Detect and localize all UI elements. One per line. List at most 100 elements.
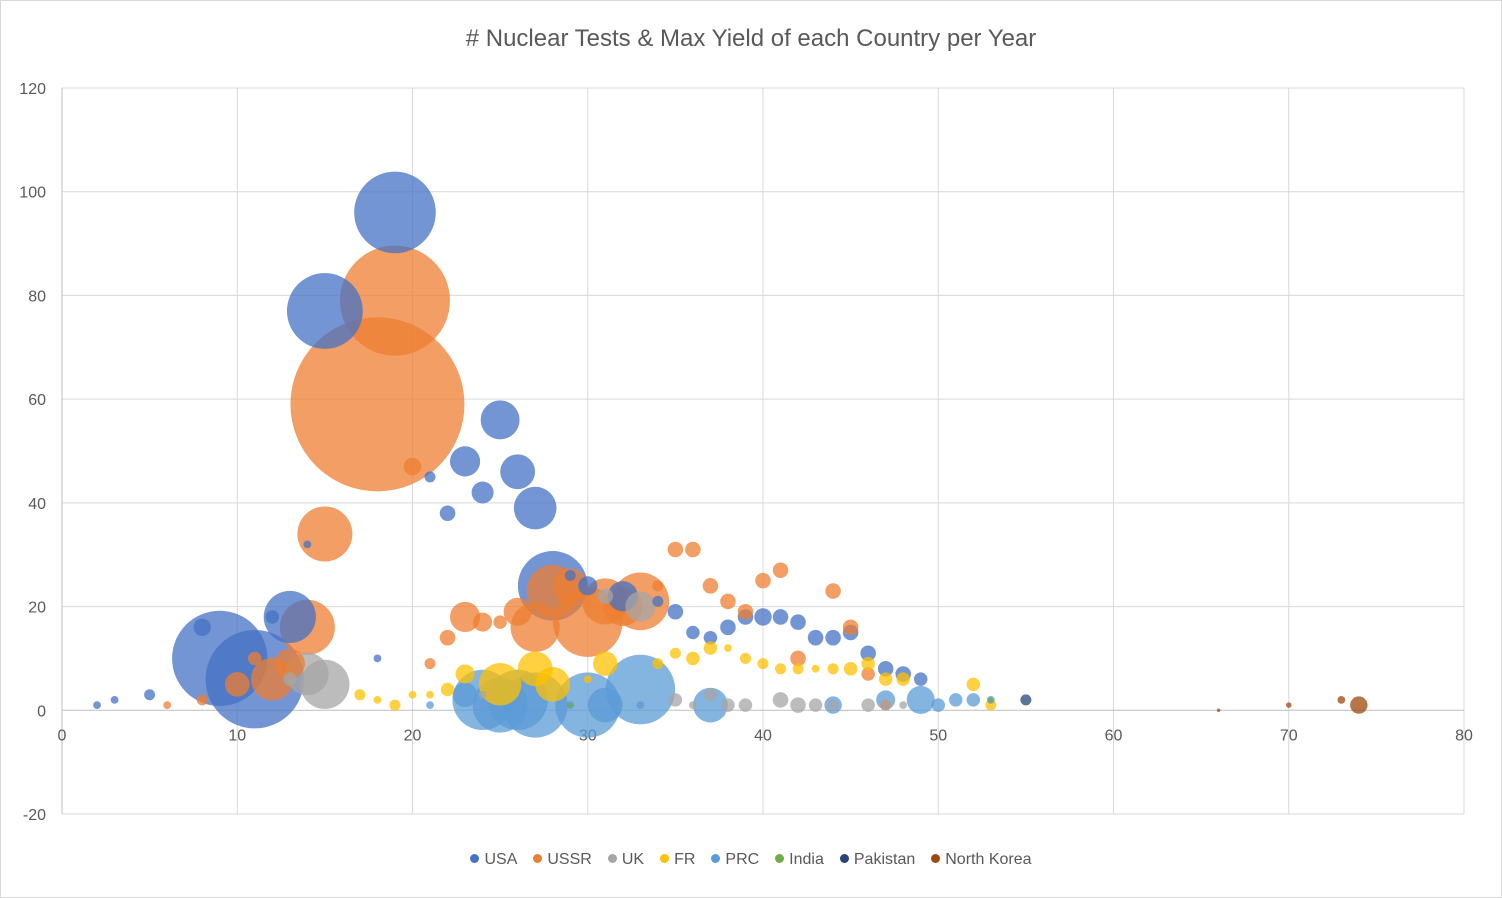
bubble-fr: [440, 682, 455, 697]
bubble-ussr: [339, 245, 450, 356]
legend-swatch: [931, 854, 941, 863]
bubble-north-korea: [1216, 708, 1221, 713]
bubble-usa: [500, 454, 536, 490]
bubble-ussr: [552, 568, 588, 604]
bubble-usa: [263, 590, 316, 644]
bubble-usa: [667, 603, 684, 620]
bubble-uk: [703, 687, 718, 702]
bubble-usa: [424, 471, 436, 483]
legend-item: FR: [660, 851, 695, 869]
bubble-fr: [775, 663, 787, 675]
bubble-ussr: [667, 541, 684, 558]
legend-swatch: [470, 854, 480, 863]
bubble-ussr: [720, 593, 736, 610]
legend-item: North Korea: [931, 851, 1032, 869]
bubble-ussr: [248, 651, 262, 666]
bubble-fr: [426, 690, 434, 699]
legend: USA USSR UK FR PRC India Pakistan North Korea: [1, 851, 1501, 869]
bubble-fr: [592, 651, 618, 676]
bubble-ussr: [790, 650, 806, 667]
bubble-ussr: [493, 615, 507, 629]
bubble-ussr: [424, 658, 436, 670]
bubble-ussr: [503, 597, 532, 626]
x-tick-label: 10: [228, 727, 246, 744]
bubble-fr: [861, 656, 875, 671]
bubble-ussr: [825, 583, 841, 599]
bubble-fr: [686, 651, 700, 666]
bubble-ussr: [224, 672, 250, 697]
bubble-fr: [966, 677, 981, 692]
bubble-uk: [283, 672, 297, 686]
legend-label: Pakistan: [853, 851, 916, 868]
bubble-uk: [772, 692, 789, 708]
bubble-ussr: [842, 619, 859, 636]
y-tick-label: 80: [28, 288, 46, 305]
bubble-ussr: [297, 506, 353, 562]
bubble-ussr: [755, 572, 771, 589]
bubble-usa: [193, 618, 211, 637]
bubble-usa: [110, 696, 119, 704]
bubble-india: [988, 697, 994, 703]
bubble-usa: [513, 486, 557, 530]
bubble-usa: [703, 630, 718, 645]
x-tick-label: 60: [1105, 727, 1123, 744]
legend-label: North Korea: [945, 851, 1032, 868]
y-tick-label: 100: [19, 185, 46, 202]
bubble-fr: [703, 641, 718, 655]
legend-swatch: [607, 854, 617, 863]
bubble-usa: [825, 629, 841, 646]
y-tick-label: -20: [23, 807, 46, 824]
y-tick-label: 0: [37, 703, 46, 720]
bubble-north-korea: [1350, 696, 1368, 714]
bubble-ussr: [652, 580, 664, 592]
bubble-usa: [686, 625, 700, 640]
bubble-usa: [578, 576, 598, 596]
bubble-ussr: [163, 701, 172, 709]
bubble-fr: [724, 644, 732, 652]
bubble-usa: [790, 614, 806, 630]
bubble-usa: [754, 608, 772, 626]
bubble-uk: [689, 701, 697, 709]
bubble-usa: [265, 610, 280, 624]
bubble-prc: [587, 687, 623, 723]
bubble-fr: [478, 663, 522, 706]
bubble-fr: [739, 652, 751, 664]
x-tick-label: 80: [1455, 727, 1473, 744]
legend-swatch: [533, 854, 543, 863]
bubble-uk: [625, 591, 656, 622]
bubble-fr: [455, 664, 475, 684]
chart-title: # Nuclear Tests & Max Yield of each Coun…: [465, 25, 1037, 52]
x-tick-label: 70: [1280, 727, 1298, 744]
bubble-ussr: [737, 603, 754, 620]
bubble-ussr: [290, 317, 465, 492]
bubble-uk: [827, 699, 839, 711]
bubble-fr: [757, 658, 769, 670]
bubble-usa: [807, 629, 824, 646]
legend-item: USA: [470, 851, 517, 869]
bubble-uk: [899, 701, 908, 709]
bubble-prc: [906, 685, 935, 714]
y-tick-label: 60: [28, 392, 46, 409]
bubble-prc: [426, 701, 434, 709]
bubble-fr: [811, 664, 820, 673]
legend-swatch: [711, 854, 721, 863]
legend-swatch: [775, 854, 785, 863]
bubble-uk: [738, 698, 753, 712]
bubble-ussr: [403, 457, 422, 476]
legend-label: USA: [484, 851, 518, 868]
bubble-usa: [144, 689, 156, 701]
bubble-fr: [389, 699, 401, 711]
bubble-uk: [861, 698, 875, 712]
bubble-fr: [792, 663, 804, 675]
bubble-usa: [373, 654, 382, 663]
bubble-usa: [564, 569, 576, 581]
legend-label: UK: [621, 851, 645, 868]
bubble-fr: [669, 647, 681, 659]
bubble-ussr: [473, 612, 493, 632]
bubble-fr: [827, 663, 839, 675]
legend-swatch: [660, 854, 670, 863]
x-tick-label: 50: [929, 727, 947, 744]
bubble-north-korea: [1337, 696, 1346, 704]
x-tick-label: 20: [404, 727, 422, 744]
